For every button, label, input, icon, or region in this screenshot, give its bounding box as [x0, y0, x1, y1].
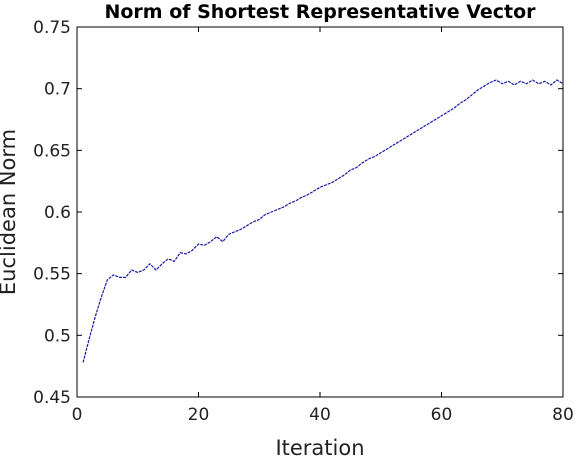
y-tick-label: 0.5 [44, 326, 71, 346]
y-tick-label: 0.65 [33, 141, 71, 161]
x-tick-label: 80 [552, 405, 574, 425]
y-axis-title: Euclidean Norm [0, 129, 20, 295]
x-axis: 0 20 40 60 80 [72, 27, 574, 425]
chart-title: Norm of Shortest Representative Vector [104, 1, 536, 23]
y-tick-label: 0.6 [44, 203, 71, 223]
y-tick-label: 0.75 [33, 18, 71, 38]
x-tick-label: 40 [309, 405, 331, 425]
y-tick-label: 0.45 [33, 388, 71, 408]
y-tick-label: 0.55 [33, 265, 71, 285]
y-tick-label: 0.7 [44, 80, 71, 100]
series-line [82, 79, 564, 363]
x-tick-label: 0 [72, 405, 83, 425]
x-tick-label: 20 [188, 405, 210, 425]
x-tick-label: 60 [431, 405, 453, 425]
x-axis-title: Iteration [275, 436, 364, 458]
y-axis: 0.45 0.5 0.55 0.6 0.65 0.7 0.75 [33, 18, 563, 408]
